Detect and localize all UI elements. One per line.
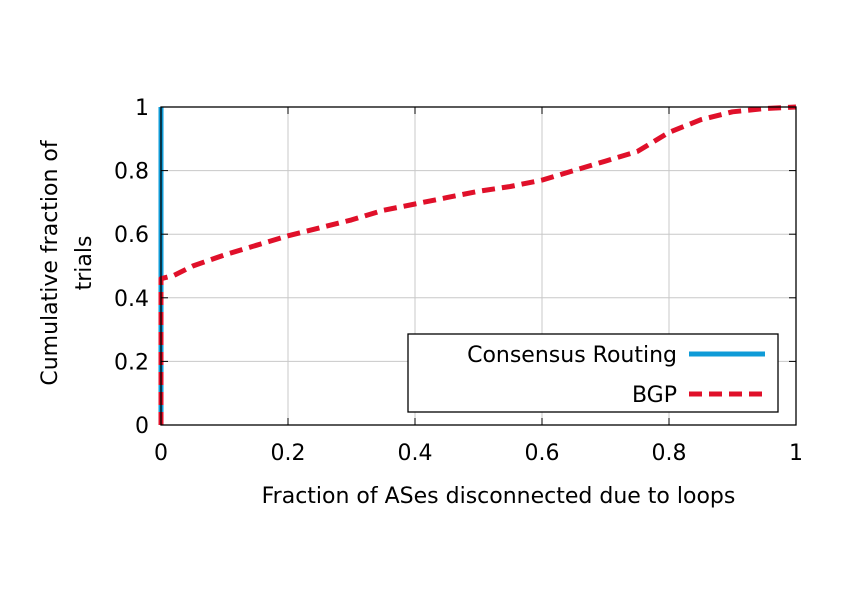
y-tick-label: 0.8 [114,160,149,185]
x-axis-label: Fraction of ASes disconnected due to loo… [262,484,736,509]
y-tick-label: 0 [135,414,149,439]
y-tick-label: 1 [135,96,149,121]
plot-frame [160,106,797,426]
series-line-bgp [158,104,797,425]
x-tick-label: 0 [154,441,168,466]
y-tick-label: 0.6 [114,223,149,248]
legend: Consensus Routing BGP [407,333,779,413]
x-tick-label: 1 [789,441,803,466]
legend-label: BGP [632,383,677,408]
x-tick-label: 0.4 [398,441,433,466]
x-tick-label: 0.2 [271,441,306,466]
legend-label: Consensus Routing [467,343,677,368]
legend-box [407,333,779,413]
y-axis-label-line-2: trials [72,236,97,291]
y-tick-label: 0.4 [114,287,149,312]
x-tick-label: 0.8 [652,441,687,466]
ticks: 0 0.2 0.4 0.6 0.8 1 0 0.2 0.4 0.6 0.8 1 [114,96,803,466]
y-axis-label-line-1: Cumulative fraction of [38,139,63,386]
x-tick-label: 0.6 [525,441,560,466]
y-tick-label: 0.2 [114,350,149,375]
